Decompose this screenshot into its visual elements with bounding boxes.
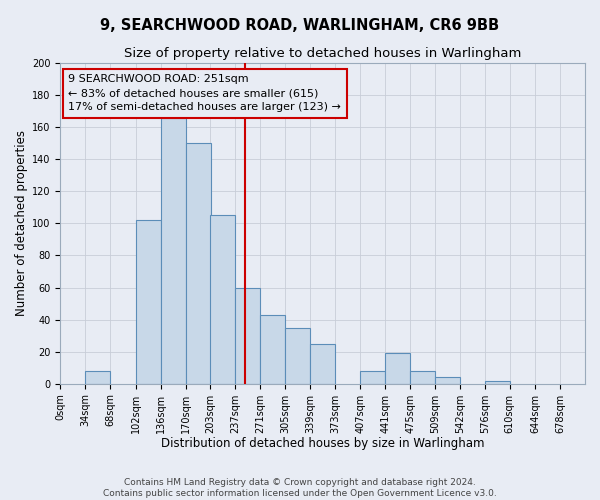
X-axis label: Distribution of detached houses by size in Warlingham: Distribution of detached houses by size … bbox=[161, 437, 484, 450]
Text: Contains HM Land Registry data © Crown copyright and database right 2024.
Contai: Contains HM Land Registry data © Crown c… bbox=[103, 478, 497, 498]
Bar bbox=[410, 371, 436, 384]
Bar bbox=[485, 380, 510, 384]
Bar bbox=[385, 354, 410, 384]
Bar bbox=[285, 328, 310, 384]
Bar bbox=[235, 288, 260, 384]
Y-axis label: Number of detached properties: Number of detached properties bbox=[15, 130, 28, 316]
Bar bbox=[161, 118, 185, 384]
Bar bbox=[85, 371, 110, 384]
Bar bbox=[136, 220, 161, 384]
Text: 9 SEARCHWOOD ROAD: 251sqm
← 83% of detached houses are smaller (615)
17% of semi: 9 SEARCHWOOD ROAD: 251sqm ← 83% of detac… bbox=[68, 74, 341, 112]
Bar bbox=[310, 344, 335, 384]
Text: 9, SEARCHWOOD ROAD, WARLINGHAM, CR6 9BB: 9, SEARCHWOOD ROAD, WARLINGHAM, CR6 9BB bbox=[100, 18, 500, 32]
Bar bbox=[436, 378, 460, 384]
Bar bbox=[210, 216, 235, 384]
Title: Size of property relative to detached houses in Warlingham: Size of property relative to detached ho… bbox=[124, 48, 521, 60]
Bar bbox=[185, 143, 211, 384]
Bar bbox=[260, 315, 285, 384]
Bar bbox=[360, 371, 385, 384]
